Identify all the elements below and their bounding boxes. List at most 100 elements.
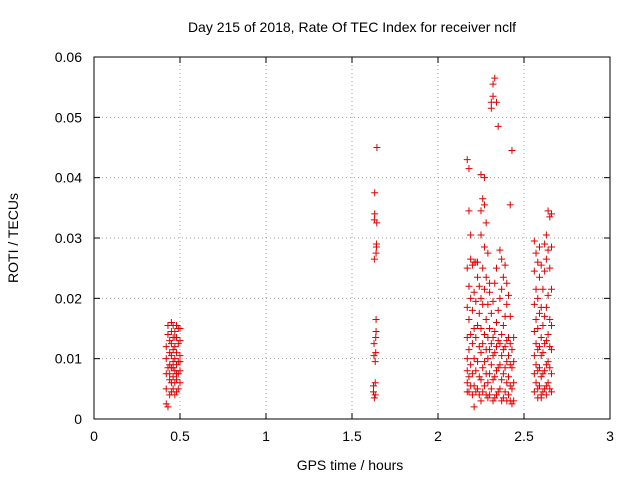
data-point	[371, 189, 379, 197]
data-point	[468, 261, 476, 269]
data-point	[505, 391, 513, 399]
data-point	[372, 349, 380, 357]
data-point	[534, 294, 542, 302]
data-point	[480, 243, 488, 251]
data-point	[503, 300, 511, 308]
data-point	[482, 315, 490, 323]
data-point	[534, 385, 542, 393]
data-point	[539, 285, 547, 293]
data-point	[486, 346, 494, 354]
data-point	[505, 373, 513, 381]
data-point	[475, 309, 483, 317]
data-point	[532, 361, 540, 369]
data-point	[496, 294, 504, 302]
data-point	[489, 352, 497, 360]
grid-lines	[94, 57, 610, 419]
data-point	[480, 331, 488, 339]
data-point	[499, 273, 507, 281]
data-point	[546, 385, 554, 393]
data-point	[548, 370, 556, 378]
data-point	[532, 285, 540, 293]
data-point	[487, 361, 495, 369]
data-point	[169, 364, 177, 372]
data-point	[480, 358, 488, 366]
data-point	[530, 370, 538, 378]
data-point	[484, 300, 492, 308]
data-point	[494, 364, 502, 372]
data-point	[508, 400, 516, 408]
data-point	[372, 328, 380, 336]
data-point	[489, 92, 497, 100]
data-point	[162, 400, 170, 408]
data-point	[470, 288, 478, 296]
data-point	[486, 370, 494, 378]
data-point	[542, 337, 550, 345]
data-point	[465, 315, 473, 323]
data-point	[546, 364, 554, 372]
data-point	[174, 385, 182, 393]
data-point	[535, 343, 543, 351]
data-point	[506, 361, 514, 369]
data-point	[472, 388, 480, 396]
data-point	[539, 349, 547, 357]
data-point	[372, 334, 380, 342]
data-point	[470, 403, 478, 411]
data-point	[492, 391, 500, 399]
axis-ticks	[93, 56, 611, 420]
data-point	[492, 318, 500, 326]
data-point	[465, 346, 473, 354]
data-point	[534, 367, 542, 375]
data-point	[484, 379, 492, 387]
data-point	[370, 352, 378, 360]
data-point	[162, 343, 170, 351]
data-point	[166, 376, 174, 384]
data-point	[546, 315, 554, 323]
data-point	[548, 388, 556, 396]
data-point	[475, 343, 483, 351]
data-point	[541, 240, 549, 248]
data-point	[463, 367, 471, 375]
data-point	[467, 255, 475, 263]
data-point	[370, 255, 378, 263]
data-point	[503, 279, 511, 287]
data-point	[548, 243, 556, 251]
data-point	[544, 246, 552, 254]
data-point	[370, 340, 378, 348]
data-point	[474, 358, 482, 366]
data-point	[492, 98, 500, 106]
data-point	[542, 391, 550, 399]
data-point	[498, 285, 506, 293]
data-point	[537, 352, 545, 360]
data-point	[530, 352, 538, 360]
data-point	[542, 361, 550, 369]
data-point	[479, 340, 487, 348]
data-point	[169, 373, 177, 381]
data-point	[470, 355, 478, 363]
data-point	[162, 355, 170, 363]
data-point	[506, 201, 514, 209]
data-point	[171, 355, 179, 363]
data-point	[467, 294, 475, 302]
data-point	[530, 388, 538, 396]
data-point	[510, 379, 518, 387]
data-point	[535, 243, 543, 251]
data-point	[176, 337, 184, 345]
data-point	[477, 325, 485, 332]
x-tick-label: 0	[90, 428, 98, 444]
data-point	[472, 334, 480, 342]
data-point	[537, 261, 545, 269]
y-tick-label: 0.06	[55, 49, 82, 65]
x-tick-label: 1.5	[342, 428, 362, 444]
data-point	[467, 331, 475, 339]
data-point	[371, 391, 379, 399]
data-point	[491, 328, 499, 336]
data-point	[499, 370, 507, 378]
data-point	[173, 349, 181, 357]
data-point	[477, 349, 485, 357]
data-point	[542, 303, 550, 311]
data-point	[482, 219, 490, 227]
data-point	[541, 267, 549, 275]
data-point	[174, 340, 182, 348]
data-point	[548, 346, 556, 354]
data-point	[479, 364, 487, 372]
